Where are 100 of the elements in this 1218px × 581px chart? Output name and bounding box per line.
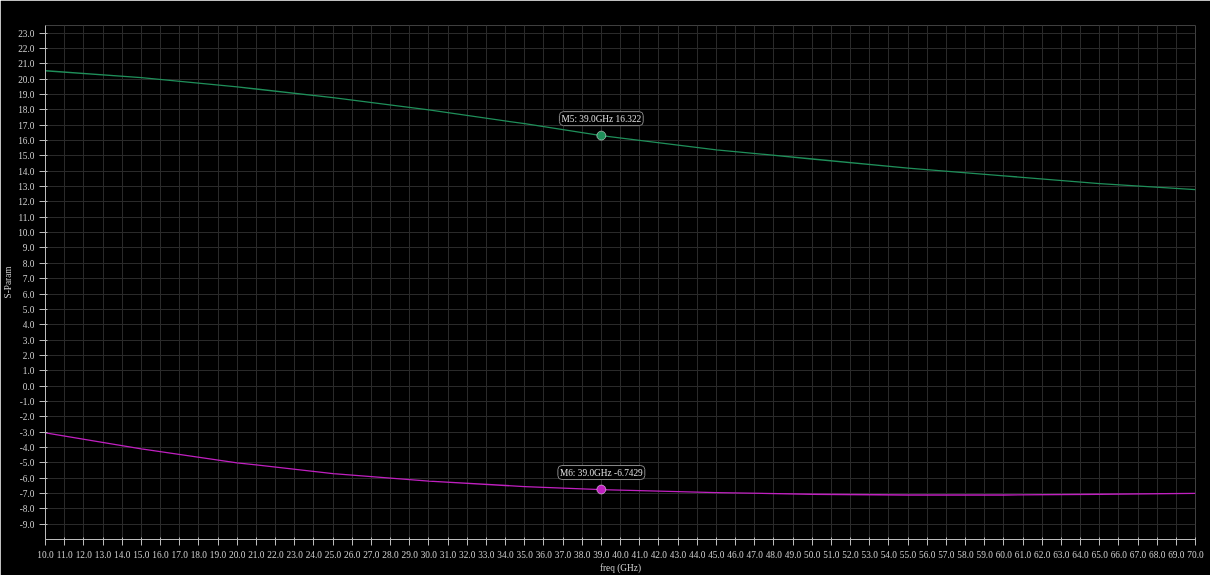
x-tick-label: 45.0 xyxy=(708,549,725,560)
y-tick-label: 13.0 xyxy=(18,182,35,193)
x-tick-label: 38.0 xyxy=(574,549,591,560)
x-tick-label: 53.0 xyxy=(861,549,879,560)
x-tick-label: 35.0 xyxy=(516,549,534,560)
y-tick-label: -7.0 xyxy=(19,488,35,499)
x-tick-label: 44.0 xyxy=(689,549,706,560)
x-tick-label: 13.0 xyxy=(94,549,112,560)
x-tick-label: 41.0 xyxy=(631,549,649,560)
x-tick-label: 59.0 xyxy=(976,549,994,560)
x-tick-label: 21.0 xyxy=(248,549,265,560)
y-tick-label: 11.0 xyxy=(18,212,35,223)
x-tick-label: 29.0 xyxy=(401,549,419,560)
y-tick-label: 20.0 xyxy=(18,74,35,85)
annotation: M5: 39.0GHz 16.322 xyxy=(561,113,642,124)
y-tick-label: 19.0 xyxy=(18,90,35,101)
x-tick-label: 26.0 xyxy=(344,549,361,560)
y-tick-label: -6.0 xyxy=(19,473,35,484)
x-tick-label: 52.0 xyxy=(842,549,859,560)
y-tick-label: 14.0 xyxy=(18,166,35,177)
x-tick-label: 10.0 xyxy=(37,549,54,560)
x-tick-label: 16.0 xyxy=(152,549,169,560)
x-tick-label: 23.0 xyxy=(286,549,304,560)
x-tick-label: 36.0 xyxy=(535,549,553,560)
x-tick-label: 17.0 xyxy=(171,549,189,560)
y-tick-label: 22.0 xyxy=(18,44,35,55)
y-tick-label: 16.0 xyxy=(18,136,35,147)
x-tick-label: 70.0 xyxy=(1187,549,1204,560)
line-series xyxy=(45,70,1196,191)
x-tick-label: 48.0 xyxy=(765,549,783,560)
x-tick-label: 46.0 xyxy=(727,549,744,560)
x-tick-label: 14.0 xyxy=(114,549,131,560)
x-tick-label: 57.0 xyxy=(938,549,955,560)
y-tick-label: -1.0 xyxy=(19,396,35,407)
x-tick-label: 67.0 xyxy=(1129,549,1147,560)
x-tick-label: 55.0 xyxy=(899,549,917,560)
x-tick-label: 47.0 xyxy=(746,549,764,560)
x-tick-label: 28.0 xyxy=(382,549,399,560)
x-tick-label: 58.0 xyxy=(957,549,974,560)
y-tick-label: 2.0 xyxy=(22,350,35,361)
y-tick-label: 8.0 xyxy=(22,258,35,269)
y-tick-label: -3.0 xyxy=(19,427,35,438)
y-tick-label: 10.0 xyxy=(18,228,35,239)
x-tick-label: 11.0 xyxy=(56,549,73,560)
x-tick-label: 18.0 xyxy=(190,549,208,560)
x-tick-label: 49.0 xyxy=(784,549,802,560)
x-tick-label: 43.0 xyxy=(669,549,687,560)
x-tick-label: 32.0 xyxy=(459,549,476,560)
y-tick-label: 9.0 xyxy=(22,243,35,254)
annotation: M6: 39.0GHz -6.7429 xyxy=(559,467,644,478)
x-tick-label: 54.0 xyxy=(880,549,898,560)
y-tick-label: 3.0 xyxy=(22,335,35,346)
x-axis-title: freq (GHz) xyxy=(599,562,642,574)
y-tick-label: 7.0 xyxy=(22,274,35,285)
x-tick-label: 39.0 xyxy=(593,549,610,560)
y-tick-label: 6.0 xyxy=(22,289,35,300)
y-tick-label: 18.0 xyxy=(18,105,35,116)
y-tick-label: 21.0 xyxy=(18,59,35,70)
x-tick-label: 50.0 xyxy=(804,549,821,560)
x-tick-label: 25.0 xyxy=(324,549,342,560)
x-tick-label: 42.0 xyxy=(650,549,668,560)
y-tick-label: 4.0 xyxy=(22,320,35,331)
x-tick-label: 61.0 xyxy=(1014,549,1032,560)
y-tick-label: 0.0 xyxy=(22,381,35,392)
y-tick-label: 17.0 xyxy=(18,120,35,131)
x-tick-label: 31.0 xyxy=(439,549,457,560)
y-tick-label: 1.0 xyxy=(22,366,35,377)
x-tick-label: 64.0 xyxy=(1072,549,1089,560)
x-tick-label: 12.0 xyxy=(75,549,93,560)
x-tick-label: 51.0 xyxy=(823,549,840,560)
x-tick-label: 24.0 xyxy=(305,549,323,560)
x-tick-label: 68.0 xyxy=(1149,549,1166,560)
x-tick-label: 65.0 xyxy=(1091,549,1109,560)
y-tick-label: -8.0 xyxy=(19,504,35,515)
x-tick-label: 19.0 xyxy=(209,549,227,560)
y-tick-label: 23.0 xyxy=(18,28,35,39)
x-tick-label: 30.0 xyxy=(420,549,438,560)
x-tick-label: 37.0 xyxy=(554,549,572,560)
x-tick-label: 27.0 xyxy=(363,549,380,560)
x-tick-label: 63.0 xyxy=(1053,549,1070,560)
x-tick-label: 69.0 xyxy=(1168,549,1185,560)
x-tick-label: 66.0 xyxy=(1110,549,1128,560)
y-axis-title: S-Param xyxy=(3,265,14,299)
y-tick-label: -4.0 xyxy=(19,442,35,453)
y-tick-label: -9.0 xyxy=(19,519,35,530)
x-tick-label: 56.0 xyxy=(919,549,936,560)
y-tick-label: -5.0 xyxy=(19,458,35,469)
y-tick-label: 12.0 xyxy=(18,197,35,208)
line-series xyxy=(45,432,1196,496)
y-tick-label: -2.0 xyxy=(19,412,35,423)
x-tick-label: 20.0 xyxy=(229,549,246,560)
x-tick-label: 60.0 xyxy=(995,549,1013,560)
x-tick-label: 62.0 xyxy=(1034,549,1051,560)
x-tick-label: 40.0 xyxy=(612,549,629,560)
x-tick-label: 22.0 xyxy=(267,549,284,560)
y-tick-label: 15.0 xyxy=(18,151,35,162)
x-tick-label: 15.0 xyxy=(133,549,150,560)
x-tick-label: 33.0 xyxy=(478,549,495,560)
y-tick-label: 5.0 xyxy=(22,304,35,315)
x-tick-label: 34.0 xyxy=(497,549,514,560)
